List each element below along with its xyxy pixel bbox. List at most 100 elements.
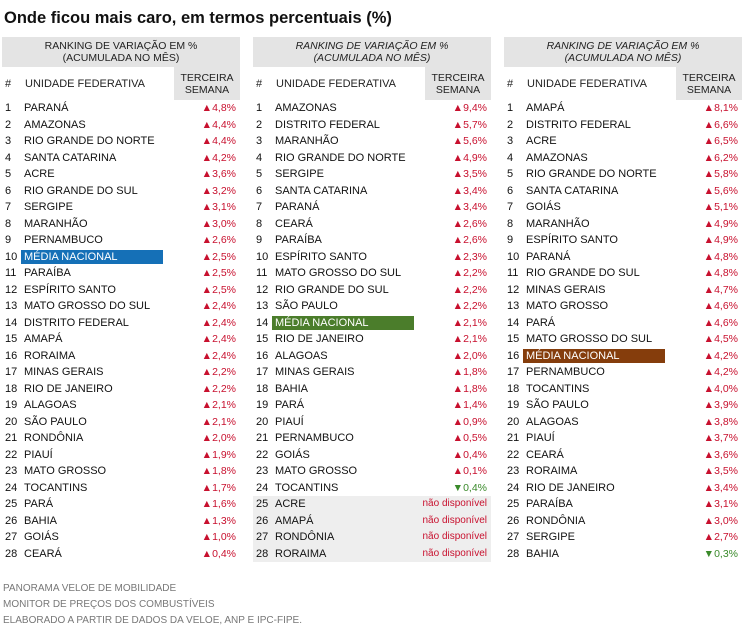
variation-value: ▲4,2% [703, 349, 738, 362]
rank-number: 4 [256, 151, 263, 164]
state-name: ACRE [24, 168, 55, 180]
variation-value: ▲6,2% [703, 151, 738, 164]
state-name: RORAIMA [526, 465, 578, 477]
table-row: 11 MATO GROSSO DO SUL ▲2,2% [253, 265, 491, 282]
table-row: 25 ACRE não disponível [253, 496, 491, 513]
variation-value: ▲4,8% [703, 250, 738, 263]
page-title: Onde ficou mais caro, em termos percentu… [4, 9, 392, 27]
variation-value: ▲2,5% [201, 267, 236, 279]
variation-value: ▲4,0% [703, 382, 738, 395]
variation-value: ▲2,6% [452, 217, 487, 230]
variation-value: ▲1,8% [452, 382, 487, 395]
table-row: 14 DISTRITO FEDERAL ▲2,4% [2, 315, 240, 332]
rank-number: 19 [5, 399, 18, 411]
variation-value: ▲2,2% [201, 382, 236, 395]
state-name: RIO GRANDE DO SUL [526, 267, 640, 279]
variation-value: ▲3,8% [703, 415, 738, 428]
rank-number: 15 [256, 333, 269, 345]
variation-value: ▲3,0% [703, 514, 738, 527]
rank-number: 3 [5, 135, 12, 147]
variation-value: ▲5,6% [452, 135, 487, 147]
column-headers: # UNIDADE FEDERATIVA TERCEIRA SEMANA [2, 67, 240, 100]
rank-number: 11 [507, 267, 519, 279]
rank-number: 16 [507, 349, 520, 362]
state-name: MARANHÃO [24, 217, 88, 230]
table-row: 11 RIO GRANDE DO SUL ▲4,8% [504, 265, 742, 282]
col-val-line-2: SEMANA [686, 83, 732, 96]
variation-value: ▲2,4% [201, 349, 236, 362]
rank-number: 2 [5, 118, 12, 131]
table-row: 9 PERNAMBUCO ▲2,6% [2, 232, 240, 249]
state-name: AMAPÁ [275, 514, 314, 527]
table-row: 26 RONDÔNIA ▲3,0% [504, 513, 742, 530]
table-row: 16 RORAIMA ▲2,4% [2, 348, 240, 365]
rank-number: 28 [507, 547, 520, 560]
variation-value: ▲2,4% [201, 333, 236, 345]
rank-number: 21 [507, 432, 520, 444]
col-uf-header: UNIDADE FEDERATIVA [276, 77, 396, 90]
rank-number: 28 [5, 547, 18, 560]
variation-value: ▲1,8% [452, 366, 487, 378]
state-name: SÃO PAULO [275, 300, 338, 312]
rank-number: 18 [256, 382, 269, 395]
table-row: 24 TOCANTINS ▲1,7% [2, 480, 240, 497]
state-name: PARAÍBA [526, 498, 573, 510]
table-row: 12 ESPÍRITO SANTO ▲2,5% [2, 282, 240, 299]
table-row: 28 RORAIMA não disponível [253, 545, 491, 562]
table-row: 6 SANTA CATARINA ▲5,6% [504, 183, 742, 200]
table-body: 1 AMAZONAS ▲9,4% 2 DISTRITO FEDERAL ▲5,7% 3 MAR… [253, 100, 491, 562]
state-name: PARAÍBA [24, 267, 71, 279]
variation-value: ▲3,2% [201, 184, 236, 197]
table-row: 28 BAHIA ▼0,3% [504, 546, 742, 563]
rank-number: 14 [507, 316, 520, 329]
col-val-header: TERCEIRA SEMANA [676, 67, 742, 100]
table-header: RANKING DE VARIAÇÃO EM % (ACUMULADA NO M… [253, 37, 491, 67]
table-row: 5 RIO GRANDE DO NORTE ▲5,8% [504, 166, 742, 183]
state-name: MINAS GERAIS [526, 283, 606, 296]
variation-value: ▲5,6% [703, 184, 738, 197]
rank-number: 20 [256, 415, 269, 428]
variation-value: ▲2,5% [201, 250, 236, 263]
table-row: 15 MATO GROSSO DO SUL ▲4,5% [504, 331, 742, 348]
variation-value: ▲4,8% [703, 267, 738, 279]
variation-value: ▲3,6% [201, 168, 236, 180]
col-val-header: TERCEIRA SEMANA [174, 67, 240, 100]
variation-value: ▲0,5% [452, 432, 487, 444]
table-row: 3 ACRE ▲6,5% [504, 133, 742, 150]
col-uf-header: UNIDADE FEDERATIVA [25, 77, 145, 90]
variation-value: ▲4,9% [703, 234, 738, 246]
col-val-line-2: SEMANA [184, 83, 230, 96]
variation-value: ▲2,2% [201, 366, 236, 378]
state-name: SANTA CATARINA [275, 184, 368, 197]
rank-number: 9 [507, 234, 514, 246]
state-name: TOCANTINS [526, 382, 590, 395]
rank-number: 4 [507, 151, 514, 164]
national-average-label: MÉDIA NACIONAL [272, 315, 414, 330]
table-row: 24 RIO DE JANEIRO ▲3,4% [504, 480, 742, 497]
variation-value: não disponível [422, 498, 488, 509]
table-row: 20 ALAGOAS ▲3,8% [504, 414, 742, 431]
state-name: ALAGOAS [24, 399, 77, 411]
state-name: MATO GROSSO DO SUL [275, 267, 402, 279]
table-row: 12 MINAS GERAIS ▲4,7% [504, 282, 742, 299]
rank-number: 27 [5, 531, 18, 543]
col-num-header: # [256, 77, 263, 90]
table-row: 18 BAHIA ▲1,8% [253, 381, 491, 398]
variation-value: ▲2,2% [452, 300, 487, 312]
rank-number: 14 [256, 316, 269, 329]
rank-number: 26 [256, 514, 269, 527]
table-row: 21 PIAUÍ ▲3,7% [504, 430, 742, 447]
rank-number: 7 [507, 201, 514, 213]
table-row: 19 PARÁ ▲1,4% [253, 397, 491, 414]
header-line-2: (ACUMULADA NO MÊS) [564, 52, 682, 64]
state-name: SÃO PAULO [526, 399, 589, 411]
table-row: 21 PERNAMBUCO ▲0,5% [253, 430, 491, 447]
rank-number: 7 [5, 201, 12, 213]
col-val-line-1: TERCEIRA [431, 71, 485, 84]
table-body: 1 AMAPÁ ▲8,1% 2 DISTRITO FEDERAL ▲6,6% 3 ACRE ▲6… [504, 100, 742, 562]
table-row: 17 PERNAMBUCO ▲4,2% [504, 364, 742, 381]
rank-number: 15 [5, 333, 18, 345]
table-row: 16 MÉDIA NACIONAL ▲4,2% [504, 348, 742, 365]
table-row: 18 RIO DE JANEIRO ▲2,2% [2, 381, 240, 398]
state-name: MATO GROSSO DO SUL [24, 300, 151, 312]
